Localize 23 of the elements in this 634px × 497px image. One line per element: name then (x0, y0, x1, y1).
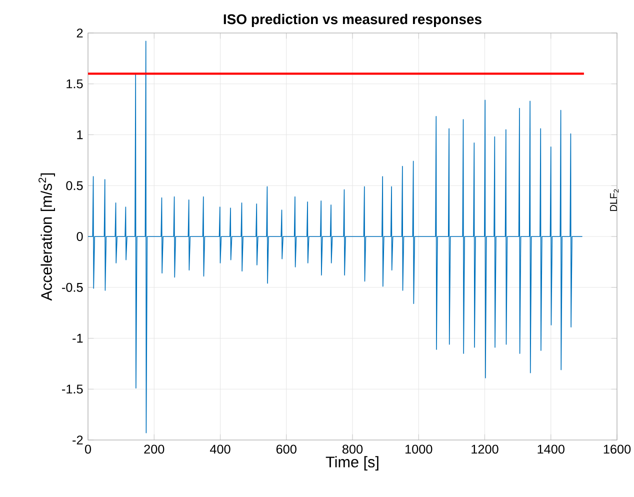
y-tick-label: -1 (72, 334, 83, 343)
x-tick-label: 800 (342, 444, 363, 454)
x-tick-label: 1200 (472, 444, 498, 454)
y-tick-label: 1.5 (66, 79, 83, 88)
x-axis-title: Time [s] (326, 456, 378, 470)
y-tick-label: 0 (76, 232, 83, 241)
x-tick-label: 1000 (406, 444, 432, 454)
x-tick-label: 0 (84, 444, 92, 454)
x-tick-label: 400 (210, 444, 230, 454)
x-tick-label: 200 (144, 444, 164, 454)
y-tick-label: -2 (72, 436, 83, 444)
x-tick-label: 1400 (538, 444, 564, 454)
line-series (88, 40, 583, 434)
y-axis-title: Acceleration [m/s$^{2}$] (38, 173, 55, 301)
annotation: DLF$_{2}$ (610, 189, 619, 211)
y-tick-label: 2 (76, 28, 83, 38)
y-tick-label: 0.5 (66, 181, 83, 190)
y-tick-label: -1.5 (62, 384, 83, 394)
y-tick-label: -0.5 (62, 282, 83, 292)
x-tick-label: 600 (276, 444, 296, 454)
chart-title: ISO prediction vs measured responses (224, 14, 482, 27)
y-tick-label: 1 (77, 130, 83, 140)
x-tick-label: 1600 (604, 444, 631, 454)
